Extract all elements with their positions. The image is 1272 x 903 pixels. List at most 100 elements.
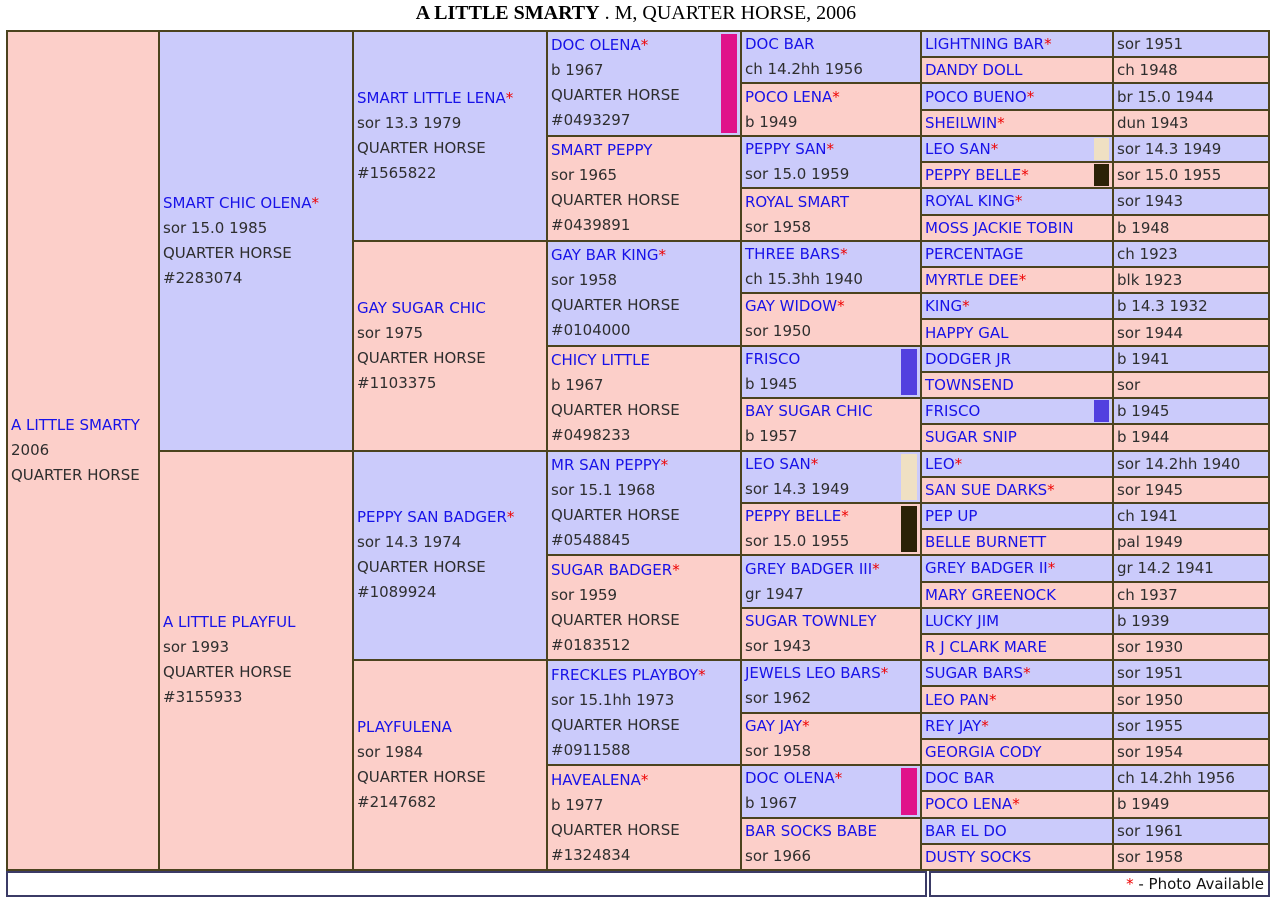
pedigree-cell: R J CLARK MARE [922,635,1112,660]
horse-name-link[interactable]: BAR SOCKS BABE [745,821,877,840]
horse-name-link[interactable]: MR SAN PEPPY [551,455,661,474]
horse-name-link[interactable]: SUGAR SNIP [925,428,1017,447]
horse-info: b 1967 [551,376,604,395]
horse-name-link[interactable]: A LITTLE SMARTY [11,416,140,434]
horse-name-link[interactable]: THREE BARS [745,244,841,263]
horse-name-link[interactable]: GAY JAY [745,716,803,735]
horse-name-link[interactable]: POCO BUENO [925,87,1027,106]
horse-name-link[interactable]: BELLE BURNETT [925,533,1047,552]
horse-photo-thumb[interactable] [901,768,917,815]
horse-name-line: POCO LENA* [745,85,920,110]
horse-name-link[interactable]: POCO LENA [745,87,833,106]
horse-photo-thumb[interactable] [1094,164,1109,187]
horse-name-link[interactable]: GREY BADGER III [745,559,873,578]
horse-photo-thumb[interactable] [721,34,737,133]
horse-name-link[interactable]: DOC BAR [745,35,815,54]
pedigree-cell: THREE BARS* ch 15.3hh 1940 [742,241,920,293]
horse-info: sor 1993 [163,638,230,657]
horse-name-link[interactable]: GAY WIDOW [745,297,838,316]
horse-name-link[interactable]: LEO [925,454,955,473]
pedigree-cell: MOSS JACKIE TOBIN [922,215,1112,240]
horse-name-link[interactable]: GAY SUGAR CHIC [357,298,486,317]
pedigree-cell: FRECKLES PLAYBOY* sor 15.1hh 1973 QUARTER … [548,661,740,765]
horse-name-link[interactable]: LEO SAN [745,454,811,473]
horse-name-link[interactable]: HAVEALENA [551,770,641,789]
horse-name-link[interactable]: SMART LITTLE LENA [357,88,506,107]
horse-name-link[interactable]: MARY GREENOCK [925,585,1056,604]
horse-name-link[interactable]: PEPPY BELLE [925,166,1022,185]
horse-name-link[interactable]: FRECKLES PLAYBOY [551,665,699,684]
horse-name-line: DOC BAR [745,32,920,57]
horse-name-link[interactable]: PLAYFULENA [357,718,452,737]
pedigree-cell: HAPPY GAL [922,320,1112,345]
pedigree-cell: PEPPY BELLE* [922,163,1112,188]
horse-name-link[interactable]: ROYAL SMART [745,192,850,211]
horse-name-line: TOWNSEND [925,376,1112,394]
horse-name-link[interactable]: DOC OLENA [551,36,641,55]
horse-name-link[interactable]: SHEILWIN [925,113,998,132]
photo-available-star: * [962,297,970,316]
horse-name-link[interactable]: GREY BADGER II [925,559,1048,578]
horse-name-link[interactable]: FRISCO [745,349,801,368]
horse-name-link[interactable]: KING [925,297,963,316]
horse-name-link[interactable]: MYRTLE DEE [925,271,1019,290]
horse-name-link[interactable]: PEPPY BELLE [745,507,842,526]
horse-name-link[interactable]: HAPPY GAL [925,323,1009,342]
horse-info-cell: sor 1945 [1114,477,1268,502]
horse-name-link[interactable]: POCO LENA [925,795,1013,814]
horse-name-link[interactable]: SUGAR TOWNLEY [745,612,877,631]
horse-name-link[interactable]: PERCENTAGE [925,244,1024,263]
horse-photo-thumb[interactable] [1094,400,1109,423]
horse-name-link[interactable]: LIGHTNING BAR [925,35,1045,54]
horse-name-link[interactable]: LEO SAN [925,139,991,158]
horse-name-link[interactable]: BAY SUGAR CHIC [745,402,873,421]
subject-title-name: A LITTLE SMARTY [415,2,600,24]
horse-name-line: FRECKLES PLAYBOY* [551,663,740,688]
horse-name-link[interactable]: GAY BAR KING [551,246,659,265]
horse-name-link[interactable]: DOC BAR [925,769,995,788]
horse-name-line: R J CLARK MARE [925,638,1112,656]
pedigree-cell: PEPPY BELLE* sor 15.0 1955 [742,503,920,555]
horse-name-link[interactable]: ROYAL KING [925,192,1015,211]
horse-name-link[interactable]: SAN SUE DARKS [925,480,1048,499]
horse-name-line: ROYAL KING* [925,192,1112,210]
horse-name-link[interactable]: LUCKY JIM [925,611,1000,630]
horse-photo-thumb[interactable] [901,505,917,553]
horse-name-link[interactable]: SUGAR BARS [925,664,1024,683]
horse-info: b 1945 [745,374,798,393]
horse-name-link[interactable]: DANDY DOLL [925,61,1023,80]
photo-available-star: * [1126,875,1134,893]
horse-name-link[interactable]: BAR EL DO [925,821,1007,840]
horse-name-link[interactable]: SMART PEPPY [551,141,653,160]
horse-name-link[interactable]: PEPPY SAN [745,140,827,159]
horse-photo-thumb[interactable] [901,453,917,500]
horse-info: sor 1966 [745,846,812,865]
horse-name-link[interactable]: SUGAR BADGER [551,560,673,579]
horse-name-link[interactable]: DOC OLENA [745,769,835,788]
horse-name-link[interactable]: SMART CHIC OLENA [163,193,312,212]
horse-info-cell: ch 1937 [1114,582,1268,607]
horse-name-link[interactable]: FRISCO [925,402,981,421]
horse-name-link[interactable]: R J CLARK MARE [925,638,1047,657]
horse-photo-thumb[interactable] [1094,137,1109,161]
horse-name-link[interactable]: LEO PAN [925,690,989,709]
photo-available-star: * [1047,480,1055,499]
horse-name-link[interactable]: JEWELS LEO BARS [745,664,881,683]
horse-name-link[interactable]: DUSTY SOCKS [925,847,1032,866]
horse-name-link[interactable]: A LITTLE PLAYFUL [163,613,296,632]
horse-name-line: MR SAN PEPPY* [551,453,740,478]
horse-name-link[interactable]: PEPPY SAN BADGER [357,508,507,527]
horse-name-link[interactable]: PEP UP [925,507,978,526]
horse-info: QUARTER HORSE [163,243,292,262]
horse-name-link[interactable]: TOWNSEND [925,375,1014,394]
horse-name-link[interactable]: REY JAY [925,716,982,735]
horse-name-link[interactable]: CHICY LITTLE [551,351,650,370]
horse-info: sor 1962 [745,689,812,708]
horse-info: gr 1947 [745,584,804,603]
horse-name-link[interactable]: DODGER JR [925,349,1012,368]
horse-name-line: SMART CHIC OLENA* [163,191,352,216]
horse-name-link[interactable]: GEORGIA CODY [925,743,1042,762]
horse-info-cell: ch 1948 [1114,58,1268,83]
horse-name-link[interactable]: MOSS JACKIE TOBIN [925,218,1074,237]
horse-photo-thumb[interactable] [901,348,917,396]
